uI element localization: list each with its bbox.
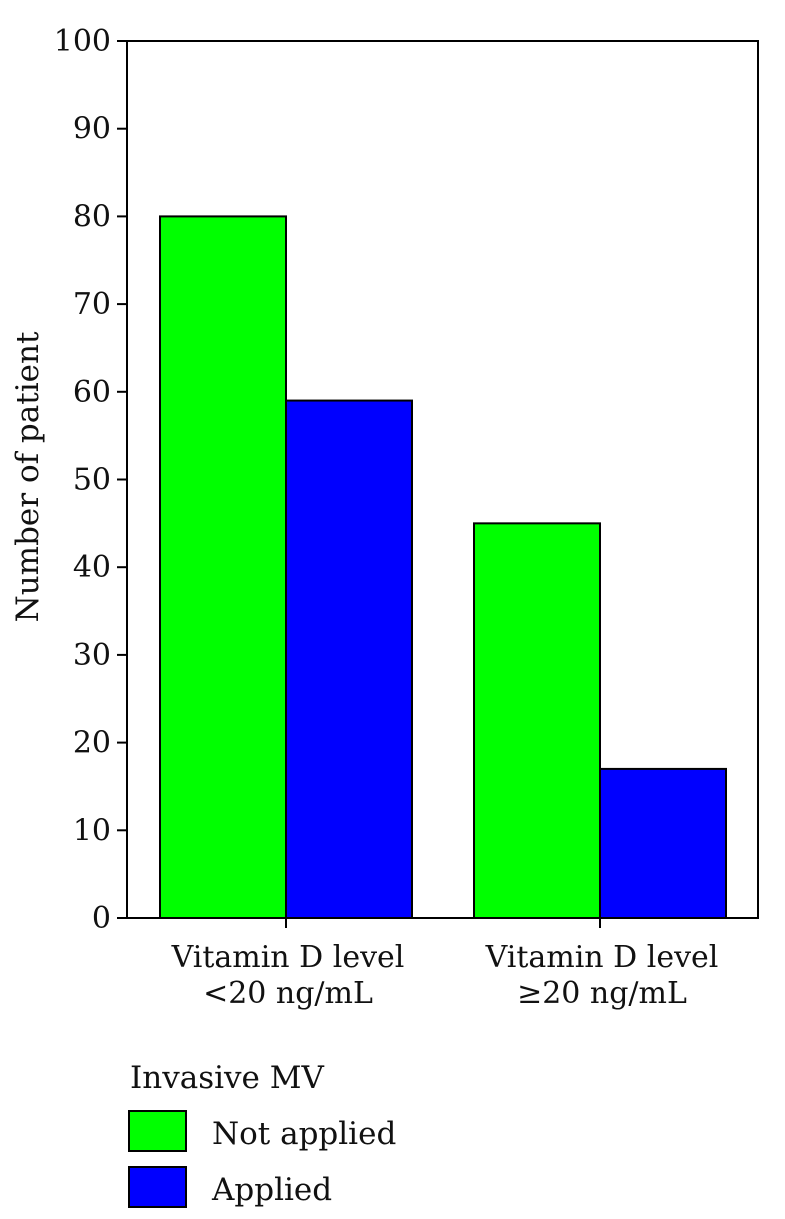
y-tick-label: 40	[73, 550, 111, 585]
y-tick-label: 70	[73, 287, 111, 322]
y-tick-label: 0	[92, 901, 111, 936]
legend-swatch-not-applied	[128, 1110, 187, 1152]
bars	[159, 215, 727, 919]
y-tick-label: 100	[54, 24, 111, 59]
y-tick-label: 30	[73, 638, 111, 673]
x-category-label: Vitamin D level	[485, 940, 719, 975]
legend-label-not-applied: Not applied	[212, 1116, 396, 1152]
x-category-label: ≥20 ng/mL	[517, 976, 687, 1011]
y-tick-label: 60	[73, 375, 111, 410]
y-tick-label: 10	[73, 813, 111, 848]
bar-not-applied-1	[159, 215, 287, 919]
bar-not-applied-2	[473, 522, 601, 919]
y-tick-label: 20	[73, 726, 111, 761]
y-tick-label: 50	[73, 463, 111, 498]
x-category-label: Vitamin D level	[171, 940, 405, 975]
y-tick-label: 90	[73, 112, 111, 147]
legend-label-applied: Applied	[211, 1172, 332, 1208]
legend-title: Invasive MV	[130, 1060, 324, 1096]
legend: Invasive MV Not applied Applied	[128, 1060, 396, 1208]
bar-applied-2	[599, 767, 727, 919]
legend-swatch-applied	[128, 1166, 187, 1208]
bar-applied-1	[285, 399, 413, 919]
y-tick-label: 80	[73, 199, 111, 234]
x-category-label: <20 ng/mL	[203, 976, 373, 1011]
y-axis: 0 10 20 30 40 50 60 70 80 90 100	[54, 24, 127, 936]
y-axis-title: Number of patient	[10, 331, 46, 622]
